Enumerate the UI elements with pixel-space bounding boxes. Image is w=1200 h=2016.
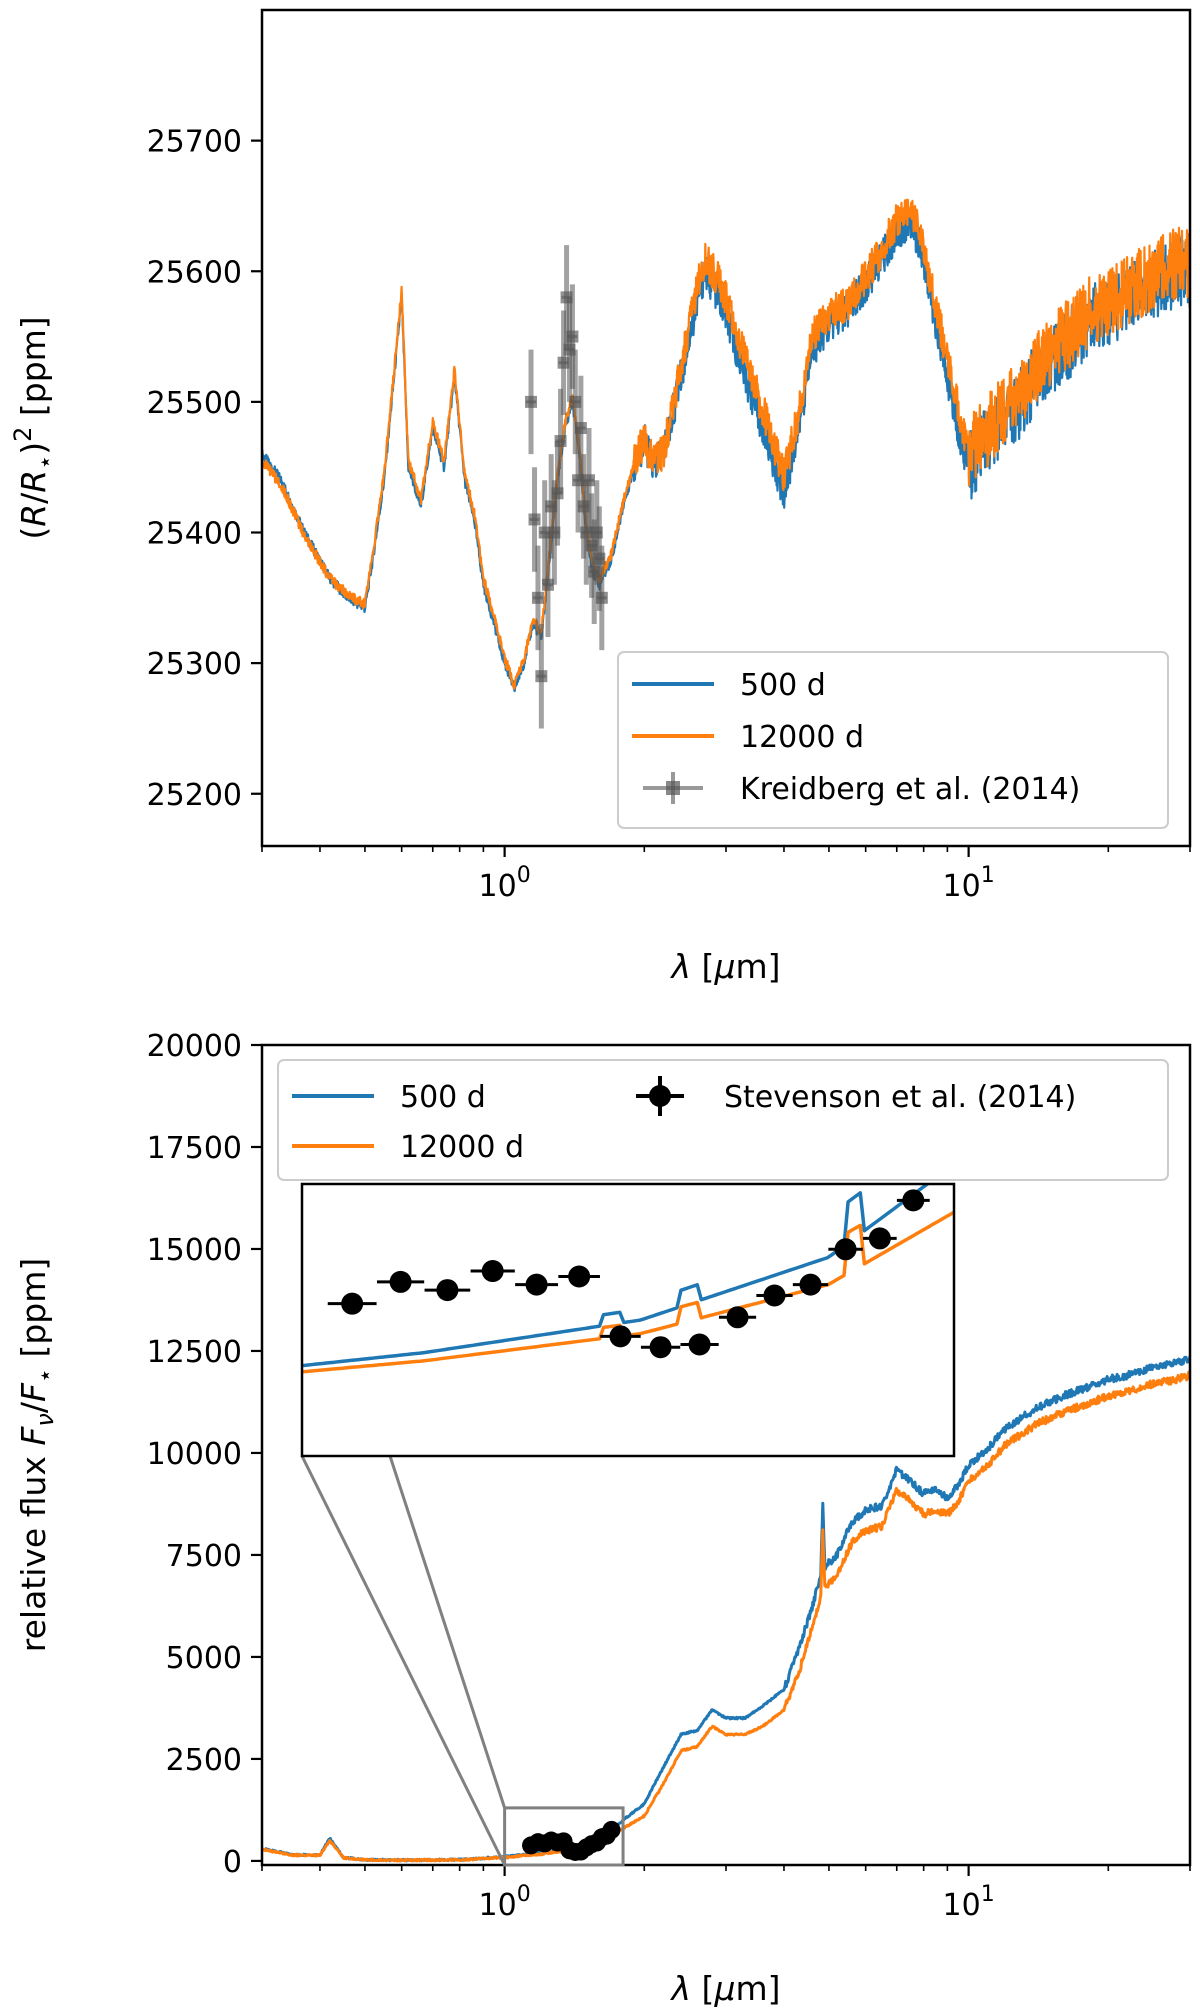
bottom-plot-area [262,1355,1190,1863]
kreidberg-point [595,545,608,651]
inset-stevenson-point [863,1227,897,1250]
x-tick-label: 100 [479,863,531,904]
inset-stevenson-point [896,1189,930,1212]
x-tick-label: 100 [479,1882,531,1923]
kreidberg-point [569,349,582,455]
legend-label-stevenson: Stevenson et al. (2014) [724,1080,1076,1115]
inset-frame [300,1182,956,1458]
y-tick-label: 10000 [147,1437,242,1472]
inset-stevenson-point [470,1260,515,1283]
legend-label-kreidberg: Kreidberg et al. (2014) [740,772,1080,807]
kreidberg-point [528,467,541,572]
stevenson-point [602,1820,621,1839]
bottom-panel: 100 101 0 2500 5000 7500 10000 12500 15000 17500 2… [14,1029,1192,2008]
inset-stevenson-point [558,1265,600,1288]
y-tick-label: 7500 [166,1539,242,1574]
bottom-y-axis-label: relative flux Fν/F⋆ [ppm] [14,1258,59,1653]
y-tick-label: 25300 [147,647,242,682]
kreidberg-point [525,349,538,455]
legend-label-12000d-bottom: 12000 d [400,1130,524,1165]
inset-series-line-0 [302,1184,931,1368]
y-tick-label: 25200 [147,778,242,813]
inset-stevenson-point [828,1238,863,1261]
top-panel: 100 101 25200 25300 25400 25500 25600 25700 (R/… [9,8,1192,986]
legend-label-500d-bottom: 500 d [400,1080,486,1115]
kreidberg-point [582,428,595,533]
y-tick-label: 0 [223,1845,242,1880]
x-tick-label: 101 [943,863,995,904]
y-tick-label: 25500 [147,386,242,421]
inset-stevenson-point [680,1333,719,1356]
y-tick-label: 25700 [147,125,242,160]
inset-connector-left [300,1455,506,1866]
inset-stevenson-point [792,1273,829,1296]
kreidberg-point [541,532,554,637]
inset-plot-area [302,1184,954,1374]
y-tick-label: 17500 [147,1131,242,1166]
y-tick-label: 20000 [147,1029,242,1064]
kreidberg-point [574,375,587,481]
inset-stevenson-point [376,1270,425,1293]
bottom-legend: 500 d 12000 d Stevenson et al. (2014) [277,1059,1169,1181]
legend-label-500d: 500 d [740,668,826,703]
top-x-axis-label: λ [μm] [670,947,781,986]
kreidberg-point [554,388,567,494]
y-tick-label: 5000 [166,1641,242,1676]
inset-stevenson-point [424,1279,471,1302]
kreidberg-point [566,284,579,389]
inset-zoom [300,1182,956,1458]
legend-label-12000d: 12000 d [740,720,864,755]
kreidberg-point [535,623,548,729]
x-tick-label: 101 [943,1882,995,1923]
bottom-axes: 100 101 0 2500 5000 7500 10000 12500 15000 17500 2… [147,1029,1191,1923]
inset-stevenson-point [640,1336,681,1359]
top-plot-area [262,198,1190,729]
legend-marker-kreidberg [643,772,703,804]
inset-stevenson-point [327,1292,377,1315]
inset-stevenson-point [756,1284,793,1307]
y-tick-label: 2500 [166,1743,242,1778]
zoom-region-box [503,1806,625,1867]
inset-stevenson-point [718,1306,757,1329]
top-y-axis-label: (R/R⋆)2 [ppm] [9,316,59,539]
y-tick-label: 15000 [147,1233,242,1268]
y-tick-label: 25600 [147,255,242,290]
bottom-series-line-1 [262,1370,1190,1863]
inset-stevenson-point [600,1325,641,1348]
legend-marker-stevenson [636,1076,684,1116]
inset-stevenson-point [515,1273,559,1296]
inset-connector-right [388,1455,507,1809]
top-legend: 500 d 12000 d Kreidberg et al. (2014) [617,651,1169,829]
kreidberg-point [531,545,544,651]
top-axes: 100 101 25200 25300 25400 25500 25600 25700 [147,125,1191,904]
y-tick-label: 12500 [147,1335,242,1370]
bottom-x-axis-label: λ [μm] [670,1969,781,2008]
top-series-line-1 [262,198,1190,690]
y-tick-label: 25400 [147,517,242,552]
kreidberg-point [557,310,570,415]
